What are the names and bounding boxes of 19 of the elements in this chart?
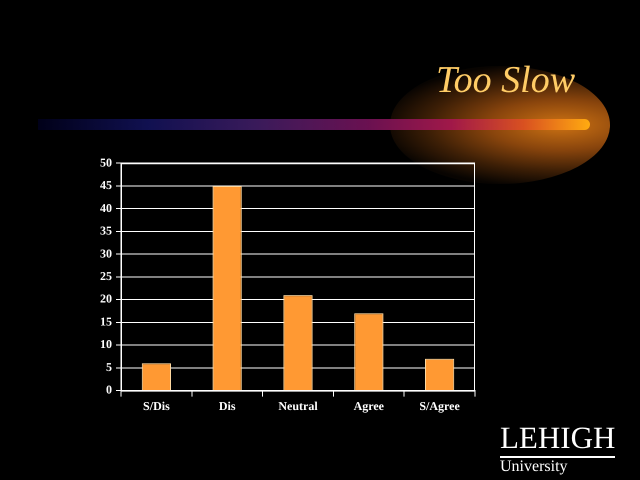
y-tick-label: 20 <box>100 292 112 306</box>
chart-title: Too Slow <box>436 58 576 102</box>
y-tick-label: 5 <box>106 360 112 374</box>
text: University <box>500 458 569 476</box>
y-tick-label: 0 <box>106 382 112 397</box>
y-tick-label: 15 <box>100 314 112 328</box>
x-tick-label: S/Agree <box>419 398 460 413</box>
y-tick-label: 50 <box>100 155 112 170</box>
text: LEHIGH <box>500 420 616 458</box>
x-tick-label: Neutral <box>278 398 318 413</box>
y-tick-label: 30 <box>100 246 112 260</box>
y-tick-label: 40 <box>100 200 112 215</box>
x-tick-label: Dis <box>218 398 236 413</box>
y-tick-label: 45 <box>100 178 112 192</box>
y-tick-label: 35 <box>100 224 112 238</box>
y-tick-label: 25 <box>100 268 112 283</box>
x-tick-label: S/Dis <box>143 398 170 413</box>
y-tick-label: 10 <box>100 337 112 352</box>
x-tick-label: Agree <box>354 398 385 413</box>
